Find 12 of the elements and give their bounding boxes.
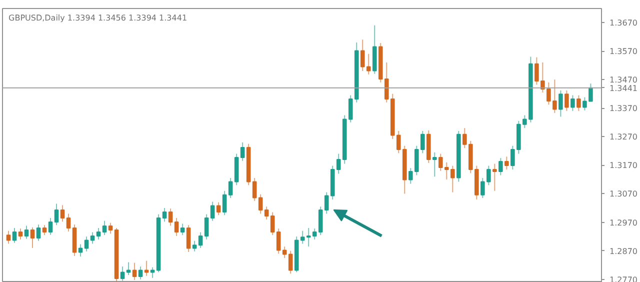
y-tick-label: 1.2870	[610, 246, 638, 256]
ref-line-label: 1.3441	[610, 84, 638, 93]
y-tick-label: 1.3170	[610, 161, 638, 170]
y-tick-label: 1.3370	[610, 104, 638, 114]
y-tick-label: 1.3070	[610, 190, 638, 199]
text: GBPUSD,Daily 1.3394 1.3456 1.3394 1.3441	[8, 14, 188, 22]
y-tick-label: 1.3270	[610, 132, 638, 142]
y-tick-label: 1.3570	[610, 47, 638, 56]
y-tick-label: 1.2970	[610, 218, 638, 228]
y-tick-label: 1.3470	[610, 76, 638, 85]
y-tick-label: 1.3670	[610, 18, 638, 28]
y-tick-label: 1.2770	[610, 275, 638, 282]
